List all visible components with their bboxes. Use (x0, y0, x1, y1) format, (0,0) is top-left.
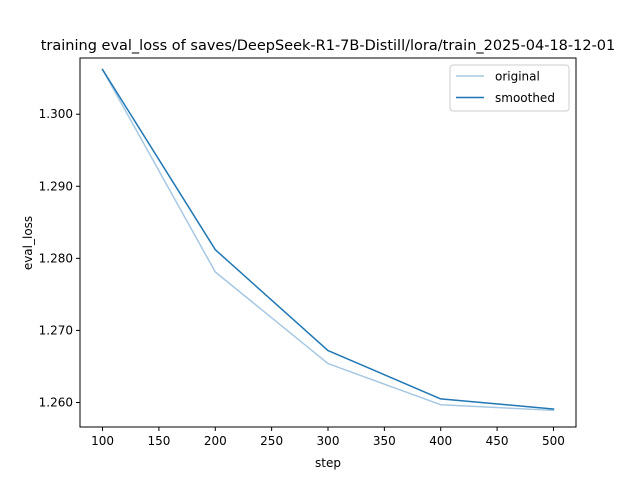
y-tick-label: 1.260 (39, 395, 73, 409)
x-tick-label: 250 (260, 434, 283, 448)
x-axis-label: step (315, 456, 341, 470)
y-tick-label: 1.280 (39, 251, 73, 265)
x-tick-label: 350 (373, 434, 396, 448)
y-tick-label: 1.270 (39, 323, 73, 337)
x-tick-label: 100 (91, 434, 114, 448)
series-line-original (101, 68, 555, 412)
legend-label-original: original (495, 70, 540, 84)
x-tick-label: 500 (542, 434, 565, 448)
series-layer (101, 68, 555, 412)
y-axis: 1.260 1.270 1.280 1.290 1.300 (39, 107, 80, 409)
x-tick-label: 400 (429, 434, 452, 448)
legend-label-smoothed: smoothed (495, 91, 555, 105)
x-tick-label: 300 (317, 434, 340, 448)
chart-title: training eval_loss of saves/DeepSeek-R1-… (41, 38, 616, 54)
x-axis: 100 150 200 250 300 350 400 450 500 (91, 427, 565, 448)
y-axis-label: eval_loss (21, 216, 35, 270)
x-tick-label: 200 (204, 434, 227, 448)
y-tick-label: 1.290 (39, 179, 73, 193)
y-tick-label: 1.300 (39, 107, 73, 121)
series-line-smoothed (101, 68, 555, 410)
x-tick-label: 450 (486, 434, 509, 448)
legend: original smoothed (449, 64, 570, 112)
x-tick-label: 150 (147, 434, 170, 448)
